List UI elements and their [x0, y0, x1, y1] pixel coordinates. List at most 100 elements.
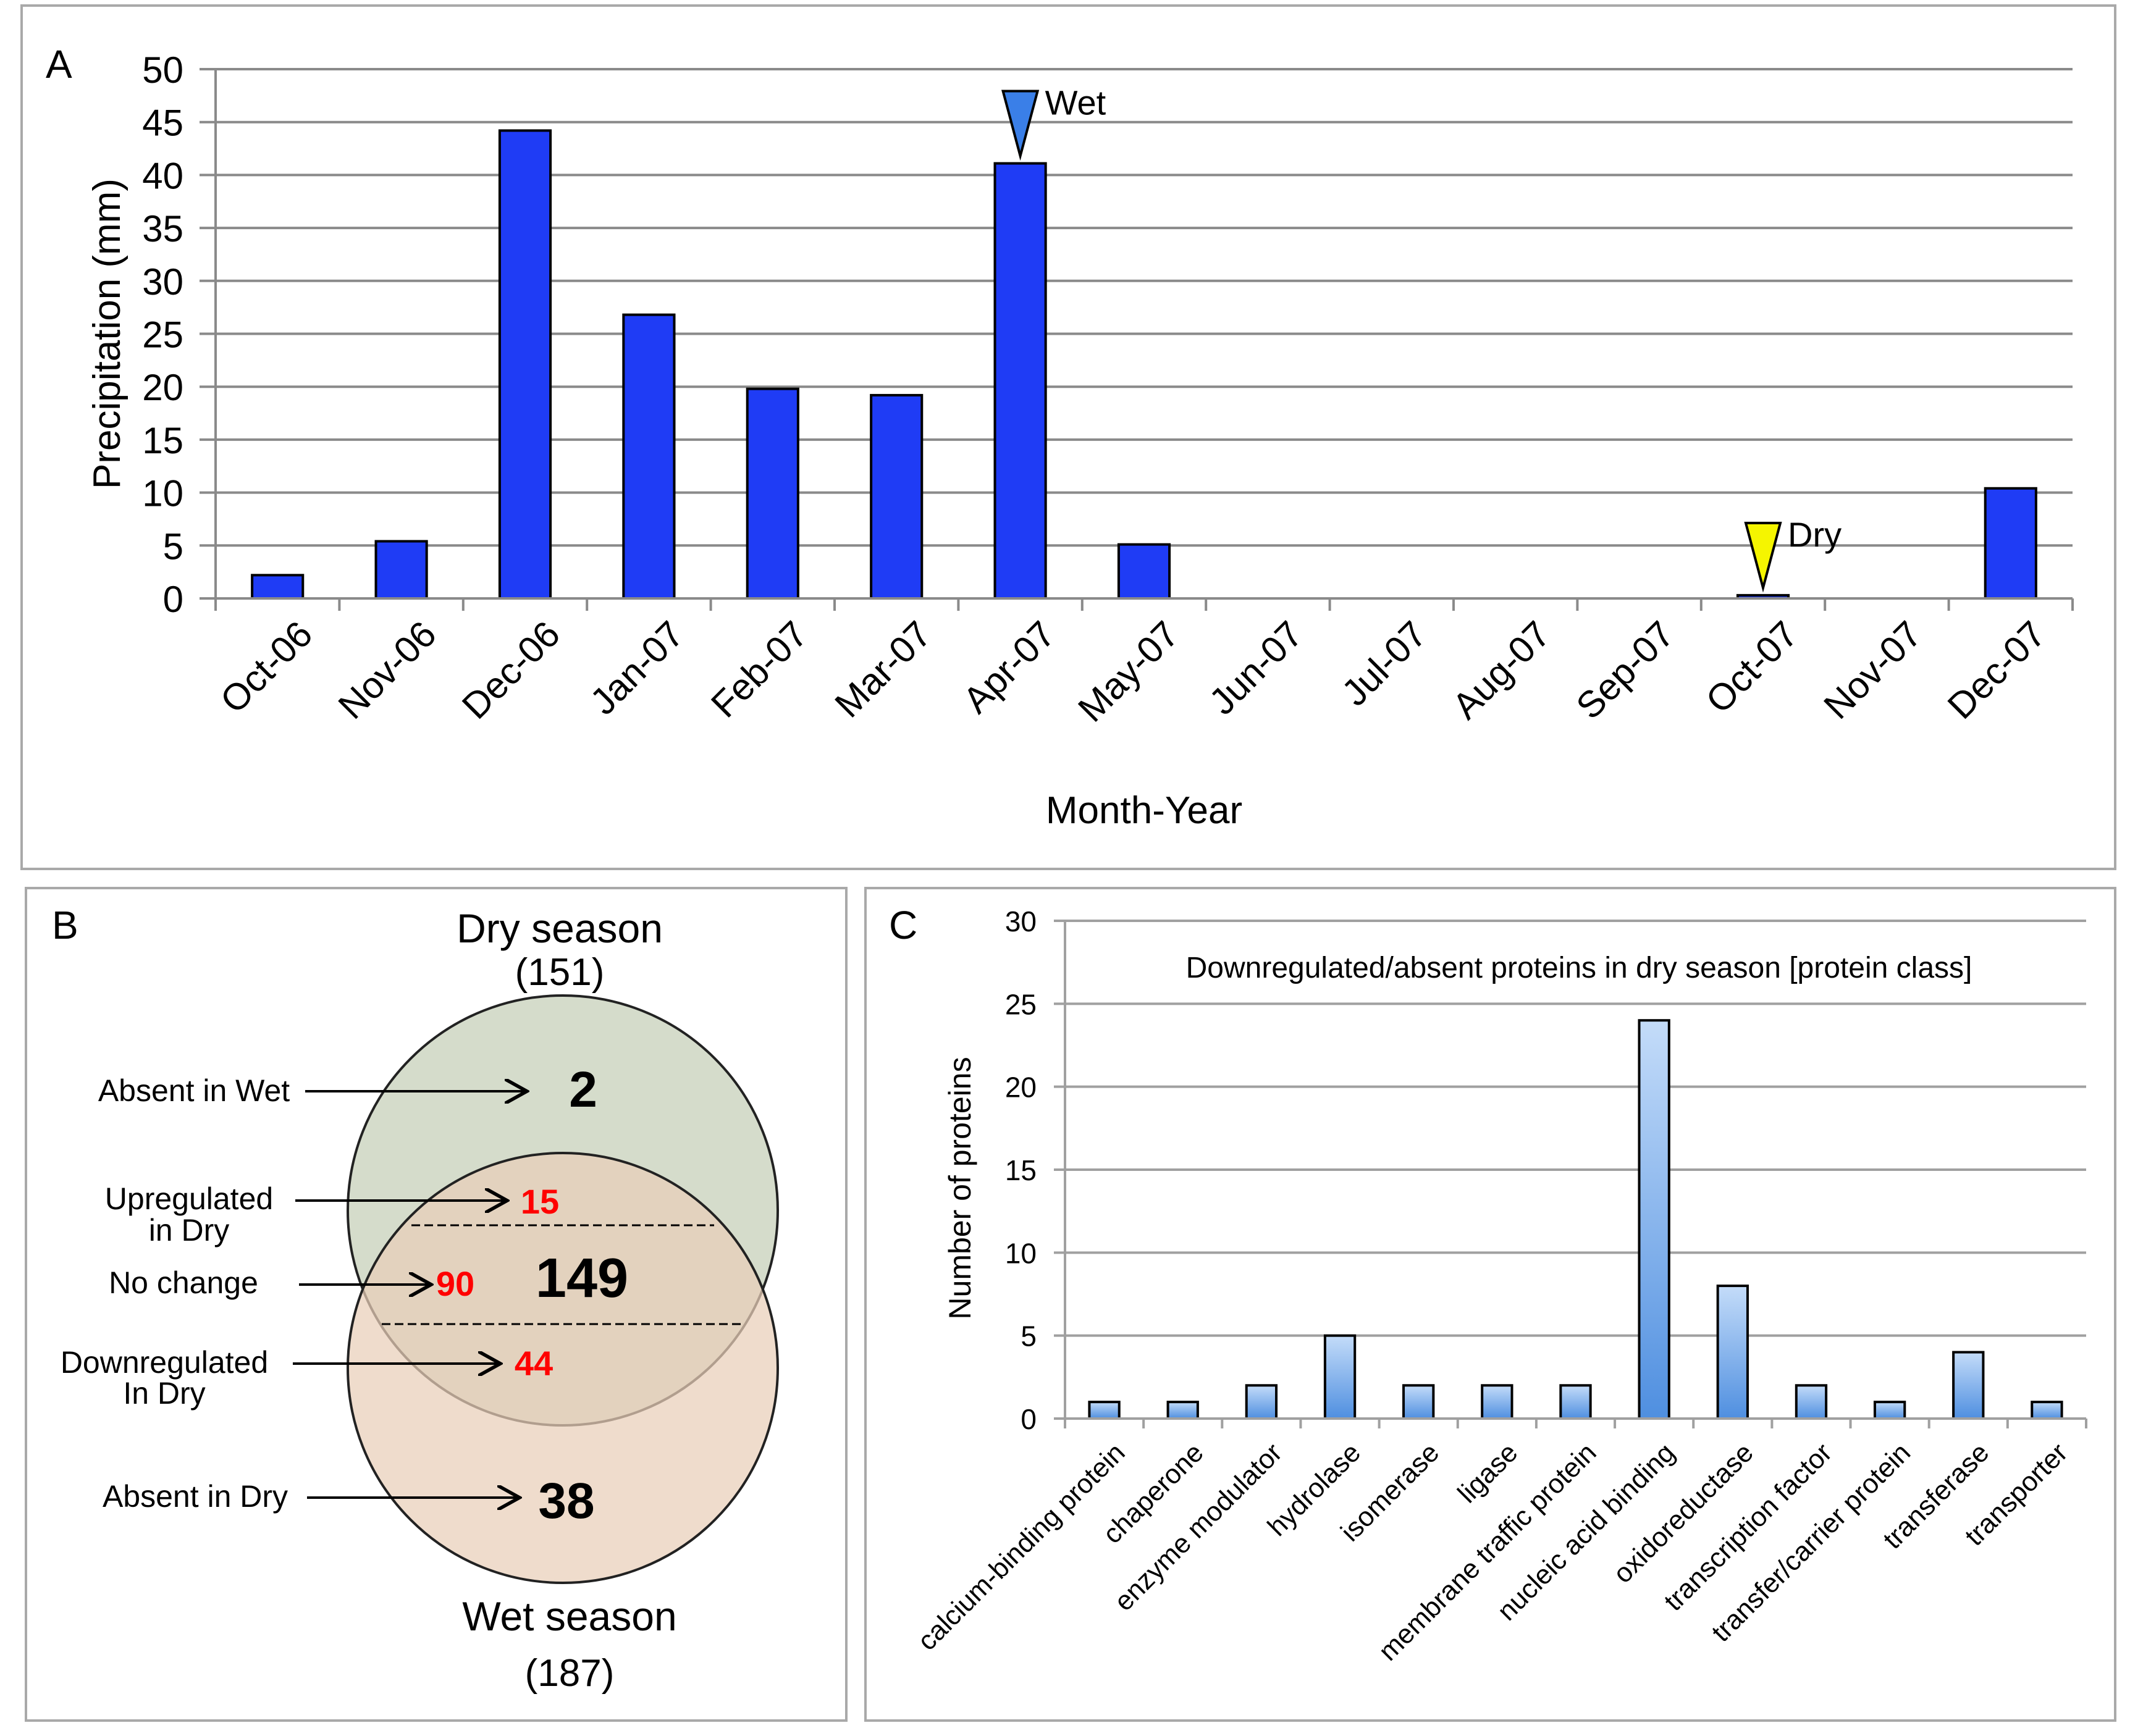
- y-tick-labels: 0 5 10 15 20 25 30 35 40 45 50: [142, 49, 183, 620]
- x-tick-dec-07: Dec-07: [1940, 613, 2053, 727]
- bar-jan-07: [622, 313, 676, 600]
- bar-dec-06: [498, 129, 552, 600]
- no-change-label: No change: [109, 1265, 258, 1300]
- downregulated-label-line2: In Dry: [123, 1376, 205, 1411]
- dry-marker-label: Dry: [1788, 515, 1842, 554]
- absent-in-wet-value: 2: [569, 1062, 597, 1118]
- bar-oxidoreductase: [1716, 1285, 1749, 1420]
- bar-may-07: [1117, 543, 1171, 600]
- bar-feb-07: [746, 387, 799, 600]
- season-markers: Wet Dry: [1001, 83, 1842, 593]
- y-tick-15: 15: [1005, 1154, 1037, 1186]
- y-axis-label: Number of proteins: [943, 1057, 977, 1319]
- downregulated-value: 44: [515, 1344, 553, 1383]
- chart-title: Downregulated/absent proteins in dry sea…: [1186, 952, 1972, 984]
- x-tick-dec-06: Dec-06: [454, 613, 568, 727]
- bar-dec-07: [1984, 487, 2037, 600]
- y-tick-35: 35: [142, 208, 183, 249]
- y-tick-0: 0: [163, 579, 183, 620]
- wet-marker-label: Wet: [1045, 83, 1106, 122]
- y-tick-10: 10: [1005, 1237, 1037, 1269]
- x-tick-calcium-binding-protein: calcium-binding protein: [912, 1437, 1131, 1656]
- y-tick-15: 15: [142, 420, 183, 461]
- bar-transferase: [1952, 1351, 1985, 1420]
- x-tick-oct-06: Oct-06: [213, 613, 321, 721]
- wet-sampling-marker: [1001, 90, 1040, 161]
- x-tick-may-07: May-07: [1070, 613, 1187, 730]
- overlap-total: 149: [536, 1247, 628, 1309]
- gridlines: [216, 68, 2073, 547]
- x-tick-labels: Oct-06 Nov-06 Dec-06 Jan-07 Feb-07 Mar-07 Apr-…: [213, 613, 2053, 730]
- y-tick-5: 5: [163, 526, 183, 567]
- bar-membrane-traffic-protein: [1559, 1384, 1592, 1420]
- x-axis-label: Month-Year: [1046, 789, 1242, 832]
- x-tick-oct-07: Oct-07: [1698, 613, 1806, 721]
- panel-b: B Dry season (151) 2 15 90 149 44 38 Abs…: [25, 887, 848, 1722]
- y-tick-20: 20: [1005, 1071, 1037, 1104]
- absent-in-dry-value: 38: [538, 1473, 594, 1529]
- panel-letter-b: B: [52, 903, 78, 947]
- upregulated-label-line1: Upregulated: [105, 1181, 273, 1216]
- y-tick-10: 10: [142, 473, 183, 514]
- x-tick-oxidoreductase: oxidoreductase: [1607, 1437, 1759, 1589]
- bars: [1088, 1019, 2063, 1420]
- y-tick-0: 0: [1021, 1403, 1037, 1435]
- wet-season-circle: [347, 1152, 779, 1584]
- absent-in-dry-label: Absent in Dry: [103, 1479, 288, 1514]
- wet-season-title: Wet season: [462, 1593, 676, 1639]
- y-tick-labels: 0 5 10 15 20 25 30: [1005, 905, 1037, 1435]
- bar-mar-07: [870, 393, 924, 600]
- x-tick-nov-07: Nov-07: [1816, 613, 1929, 727]
- bar-transporter: [2031, 1401, 2063, 1420]
- upregulated-value: 15: [521, 1182, 559, 1221]
- y-tick-40: 40: [142, 155, 183, 196]
- bar-oct-06: [251, 574, 305, 600]
- x-tick-apr-07: Apr-07: [955, 613, 1063, 721]
- dry-sampling-marker: [1744, 521, 1782, 593]
- upregulated-label-line2: in Dry: [149, 1213, 230, 1247]
- panel-letter-c: C: [889, 903, 917, 947]
- x-tick-jan-07: Jan-07: [582, 613, 691, 723]
- x-tick-ligase: ligase: [1452, 1437, 1523, 1509]
- panel-c: C 0 5 10 15 20 25 30 calcium-binding protein ch…: [864, 887, 2116, 1722]
- y-tick-20: 20: [142, 367, 183, 408]
- dry-season-count: (151): [515, 951, 605, 994]
- protein-class-chart: C 0 5 10 15 20 25 30 calcium-binding proteinch…: [889, 903, 2087, 1667]
- x-tick-feb-07: Feb-07: [703, 613, 815, 726]
- y-tick-5: 5: [1021, 1320, 1037, 1352]
- bar-isomerase: [1402, 1384, 1435, 1420]
- absent-in-wet-label: Absent in Wet: [98, 1073, 290, 1108]
- x-tick-jul-07: Jul-07: [1334, 613, 1434, 714]
- bar-calcium-binding-protein: [1088, 1401, 1121, 1420]
- bar-transfer-carrier-protein: [1873, 1401, 1906, 1420]
- axes: [200, 68, 2074, 611]
- no-change-value: 90: [436, 1264, 474, 1303]
- x-tick-sep-07: Sep-07: [1568, 613, 1682, 727]
- bar-ligase: [1481, 1384, 1513, 1420]
- bar-apr-07: [993, 162, 1047, 600]
- x-tick-nov-06: Nov-06: [330, 613, 444, 727]
- x-tick-aug-07: Aug-07: [1444, 613, 1558, 727]
- dry-season-title: Dry season: [457, 905, 663, 951]
- bar-enzyme-modulator: [1245, 1384, 1278, 1420]
- panel-a: A 0 5 10 15 20 25 30 35 40 45 50 Oct-06 Nov-06 Dec-0…: [20, 4, 2116, 870]
- venn-diagram: B Dry season (151) 2 15 90 149 44 38 Abs…: [52, 903, 779, 1695]
- y-tick-30: 30: [1005, 905, 1037, 937]
- bar-transcription-factor: [1795, 1384, 1828, 1420]
- panel-letter-a: A: [46, 42, 72, 86]
- y-tick-30: 30: [142, 261, 183, 303]
- y-tick-50: 50: [142, 49, 183, 91]
- x-tick-jun-07: Jun-07: [1201, 613, 1310, 723]
- wet-season-count: (187): [525, 1652, 615, 1695]
- y-axis-label: Precipitation (mm): [86, 178, 128, 489]
- bar-nucleic-acid-binding: [1638, 1019, 1670, 1420]
- downregulated-label-line1: Downregulated: [61, 1345, 268, 1380]
- y-tick-25: 25: [1005, 988, 1037, 1020]
- bar-hydrolase: [1323, 1334, 1357, 1420]
- x-tick-mar-07: Mar-07: [827, 613, 940, 726]
- y-tick-25: 25: [142, 314, 183, 356]
- bar-chaperone: [1166, 1401, 1199, 1420]
- gridlines: [1065, 920, 2086, 1337]
